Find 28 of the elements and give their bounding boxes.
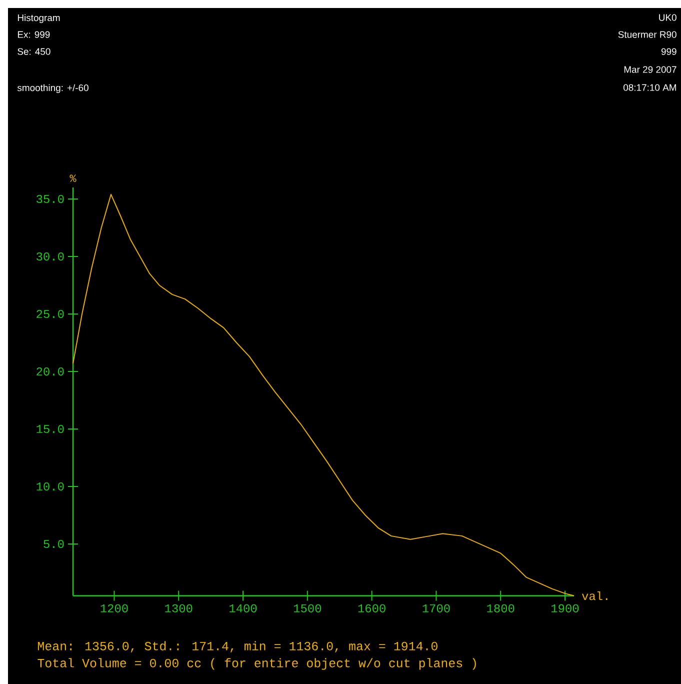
text: Mean: 1356.0, Std.: 171.4, min = 1136.0, max = 1914.0 (38, 641, 438, 652)
x-axis-title: val. (582, 591, 608, 600)
chart-title: Histogram (18, 14, 60, 24)
y-tick-label: 35.0 (36, 194, 64, 204)
y-tick-label: 15.0 (36, 424, 64, 434)
y-tick-label: 10.0 (36, 482, 64, 491)
y-tick-label: 30.0 (36, 252, 64, 261)
x-tick-label: 1400 (230, 604, 257, 612)
y-tick-label: 5.0 (44, 540, 64, 548)
x-tick-label: 1300 (165, 604, 192, 612)
y-tick-label: 20.0 (36, 367, 64, 376)
x-tick-label: 1900 (552, 604, 579, 612)
text: Mar 29 2007 (624, 66, 676, 73)
y-tick-label: 25.0 (36, 310, 64, 318)
x-tick-label: 1800 (487, 604, 514, 612)
x-tick-label: 1200 (100, 604, 128, 612)
x-tick-label: 1600 (358, 604, 386, 612)
text: UK0 (659, 14, 676, 21)
text: Se: 450 (18, 48, 50, 55)
text: Total Volume = 0.00 cc ( for entire object w/o cut planes ) (38, 658, 476, 670)
text: Stuermer R90 (618, 31, 676, 38)
x-tick-label: 1700 (422, 604, 450, 612)
x-tick-label: 1500 (294, 604, 322, 612)
text: Ex: 999 (18, 31, 50, 38)
text: smoothing: +/-60 (17, 84, 88, 94)
text: 08:17:10 AM (624, 84, 676, 91)
y-axis-title: % (70, 174, 76, 182)
text: 999 (661, 48, 676, 55)
